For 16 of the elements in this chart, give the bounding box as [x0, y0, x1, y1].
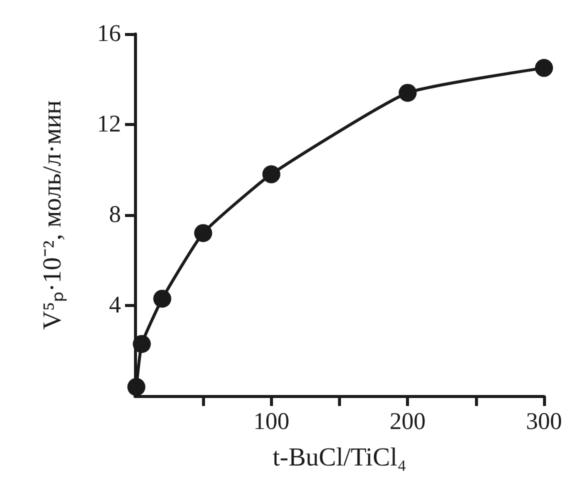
- point: [262, 165, 280, 184]
- point: [398, 84, 417, 102]
- y-tick-label: 12: [97, 112, 121, 138]
- x-tick-label: 100: [253, 409, 290, 435]
- point: [127, 378, 146, 396]
- y-tick-label: 16: [97, 21, 121, 47]
- y-axis-title: V⁵ₚ·10⁻², моль/л·мин: [38, 100, 68, 330]
- point: [153, 290, 172, 308]
- point: [194, 224, 212, 242]
- x-tick-label: 200: [390, 409, 426, 435]
- point: [132, 334, 151, 353]
- x-axis-title: t-BuCl/TiCl₄: [272, 442, 406, 472]
- y-tick-label: 4: [109, 292, 121, 318]
- point: [535, 58, 553, 77]
- y-tick-label: 8: [109, 202, 121, 228]
- x-tick-label: 300: [526, 409, 562, 435]
